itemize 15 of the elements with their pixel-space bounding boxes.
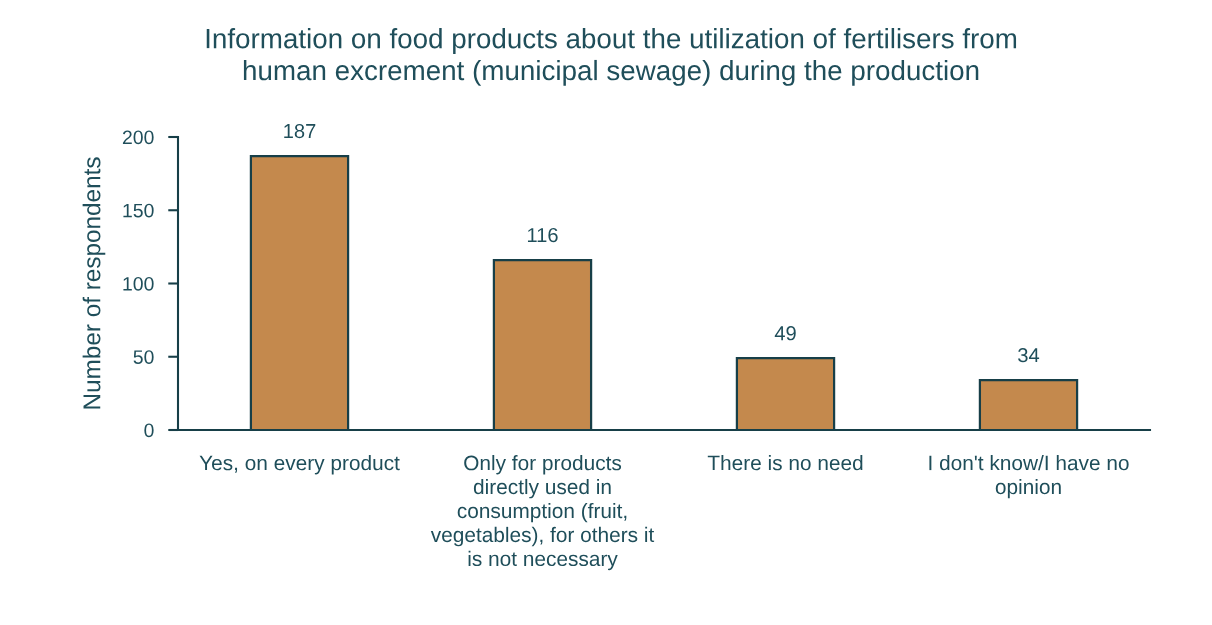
y-tick-label: 100	[123, 276, 154, 291]
data-label: 116	[527, 227, 558, 243]
data-label: 187	[284, 123, 316, 139]
chart-title: Information on food products about the utilization of fertilisers from human excrement (municipal sewage) during the production	[206, 28, 1017, 86]
y-tick-label: 0	[144, 423, 154, 438]
x-tick-label: There is no need	[707, 455, 863, 471]
y-tick-label: 200	[122, 130, 154, 145]
x-tick-label: Only for products directly used in consumption (fruit, vegetables), for others it is not necessary	[430, 455, 655, 571]
x-tick-label: Yes, on every product	[199, 455, 400, 475]
x-tick-label: I don't know/I have no opinion	[929, 455, 1129, 499]
y-axis-title: Number of respondents	[82, 157, 106, 409]
data-label: 34	[1018, 348, 1040, 363]
data-label: 49	[774, 326, 796, 341]
y-tick-label: 150	[123, 203, 154, 218]
y-tick-label: 50	[133, 350, 154, 364]
